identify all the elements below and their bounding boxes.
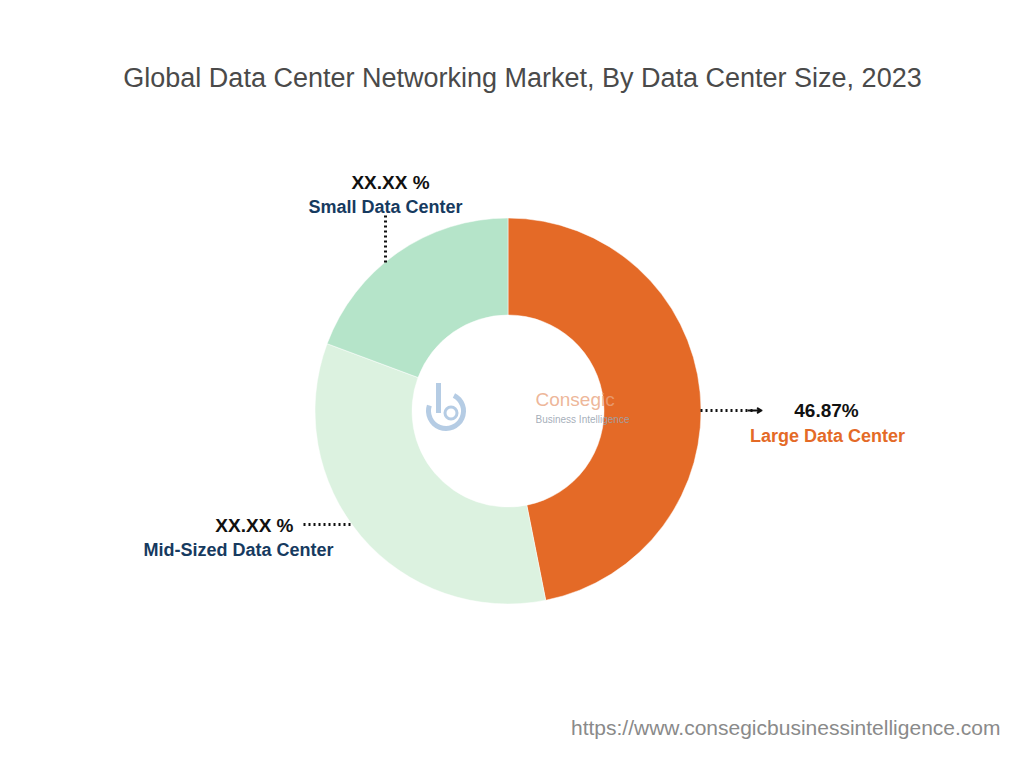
svg-text:https://www.consegicbusinessin: https://www.consegicbusinessintelligence… (571, 716, 1001, 739)
svg-text:Global Data Center Networking: Global Data Center Networking Market, By… (123, 63, 921, 93)
svg-text:XX.XX %: XX.XX % (351, 172, 429, 193)
svg-text:Large Data Center: Large Data Center (750, 426, 905, 446)
svg-text:46.87%: 46.87% (794, 400, 859, 421)
svg-text:XX.XX %: XX.XX % (215, 515, 293, 536)
svg-text:Consegic: Consegic (536, 389, 615, 410)
svg-text:Business Intelligence: Business Intelligence (536, 414, 630, 425)
svg-text:Mid-Sized Data Center: Mid-Sized Data Center (143, 540, 333, 560)
svg-text:Small Data Center: Small Data Center (308, 197, 462, 217)
